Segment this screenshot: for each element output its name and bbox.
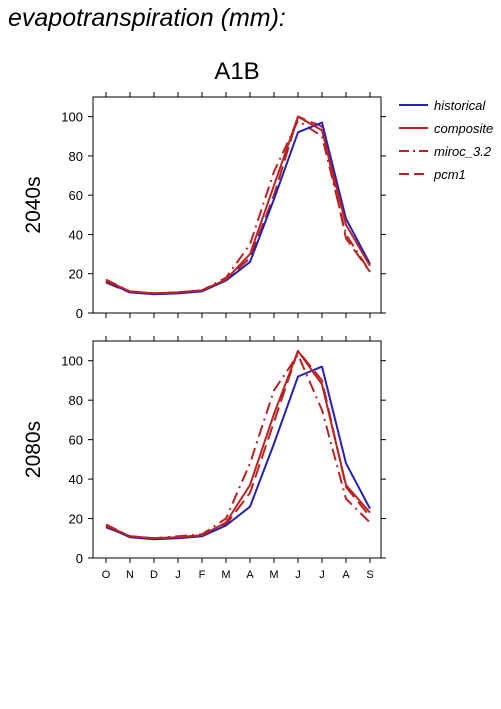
x-tick-label: D: [150, 569, 158, 581]
scenario-title: A1B: [214, 58, 259, 85]
y-tick-label: 0: [76, 551, 83, 566]
x-tick-label: S: [366, 569, 373, 581]
y-tick-label: 40: [69, 227, 83, 242]
legend-label-miroc_3.2: miroc_3.2: [434, 144, 492, 159]
x-tick-label: A: [342, 569, 350, 581]
x-tick-label: M: [221, 569, 230, 581]
y-tick-label: 100: [61, 354, 83, 369]
x-tick-label: J: [295, 569, 301, 581]
y-tick-label: 100: [61, 110, 83, 125]
page-title: evapotranspiration (mm):: [8, 4, 286, 32]
row-label-2080s: 2080s: [22, 421, 45, 478]
series-line-composite: [105, 115, 371, 295]
series-line-historical: [105, 365, 371, 541]
x-tick-label: A: [246, 569, 254, 581]
series-line-miroc_3.2: [105, 353, 371, 540]
y-tick-label: 80: [69, 393, 83, 408]
x-tick-label: F: [199, 569, 206, 581]
x-tick-label: N: [126, 569, 134, 581]
x-tick-label: J: [175, 569, 181, 581]
y-tick-label: 0: [76, 306, 83, 321]
y-tick-label: 40: [69, 472, 83, 487]
plot-frame: [92, 96, 382, 314]
series-line-miroc_3.2: [105, 119, 371, 295]
x-tick-label: M: [269, 569, 278, 581]
x-tick-label: J: [319, 569, 325, 581]
y-tick-label: 80: [69, 149, 83, 164]
legend-label-pcm1: pcm1: [433, 167, 466, 182]
row-label-2040s: 2040s: [22, 176, 45, 233]
legend-label-composite: composite: [434, 121, 493, 136]
plot-frame: [92, 340, 382, 559]
series-line-pcm1: [105, 349, 371, 540]
legend-label-historical: historical: [434, 98, 486, 113]
x-tick-label: O: [102, 569, 111, 581]
y-tick-label: 20: [69, 267, 83, 282]
y-tick-label: 60: [69, 433, 83, 448]
y-tick-label: 60: [69, 188, 83, 203]
y-tick-label: 20: [69, 512, 83, 527]
series-line-composite: [105, 349, 371, 540]
